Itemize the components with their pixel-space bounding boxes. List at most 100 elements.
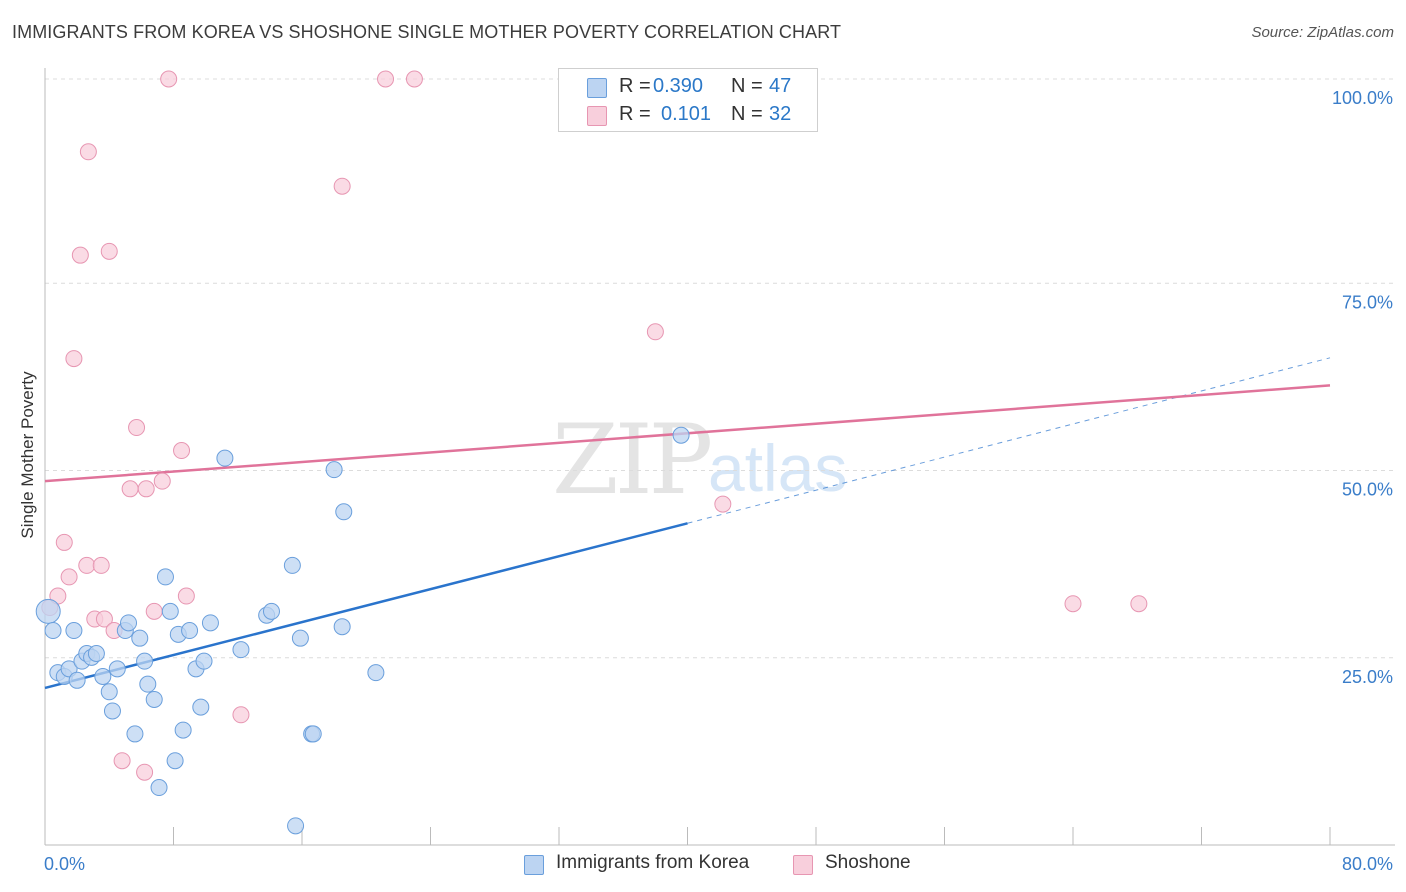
korea-point [100, 683, 118, 701]
shoshone-point [95, 610, 113, 628]
korea-point [367, 664, 385, 682]
shoshone-point [100, 242, 118, 260]
shoshone-point [145, 602, 163, 620]
korea-point [195, 652, 213, 670]
shoshone-point [377, 70, 395, 88]
source-note: Source: ZipAtlas.com [1251, 24, 1394, 41]
korea-swatch [587, 78, 607, 98]
korea-legend-label: Immigrants from Korea [556, 852, 750, 873]
korea-point [166, 752, 184, 770]
korea-point [94, 667, 112, 685]
y-tick-label: 50.0% [1342, 480, 1393, 500]
shoshone-swatch [587, 106, 607, 126]
korea-point [87, 645, 105, 662]
korea-point [232, 641, 250, 659]
korea-point [672, 426, 690, 444]
shoshone-point [78, 556, 96, 574]
shoshone-point [333, 177, 351, 195]
korea-point [60, 660, 78, 678]
legend-korea-r: 0.390 [653, 75, 704, 97]
trend-lines [44, 357, 1331, 690]
shoshone-point [113, 752, 131, 770]
korea-point [181, 622, 199, 640]
korea-point [120, 614, 138, 632]
korea-point [68, 671, 86, 689]
korea-point [103, 702, 121, 720]
korea-point [139, 675, 157, 693]
korea-trend-extension [687, 357, 1331, 524]
korea-point [287, 817, 305, 835]
korea-point [65, 622, 83, 640]
korea-point [35, 598, 61, 624]
axes [44, 68, 1395, 846]
shoshone-point [714, 495, 732, 513]
shoshone-point [153, 472, 171, 490]
korea-point [150, 779, 168, 797]
shoshone-point [136, 763, 154, 781]
shoshone-point [177, 587, 195, 605]
korea-point [145, 690, 163, 708]
chart-title: IMMIGRANTS FROM KOREA VS SHOSHONE SINGLE… [12, 22, 842, 42]
y-tick-label: 75.0% [1342, 292, 1393, 312]
korea-point [262, 602, 280, 620]
korea-point [136, 652, 154, 670]
legend-row-korea: R = 0.390 N = 47 [559, 73, 817, 101]
korea-point [304, 725, 322, 743]
y-tick-label: 100.0% [1332, 88, 1393, 108]
shoshone-point [1130, 595, 1148, 613]
korea-point [126, 725, 144, 743]
tick-labels: 25.0% 50.0% 75.0% 100.0% 0.0% 80.0% [44, 88, 1393, 874]
y-axis-label: Single Mother Poverty [18, 371, 37, 539]
shoshone-point [92, 556, 110, 574]
shoshone-point [646, 323, 664, 341]
gridlines [45, 78, 1395, 659]
korea-point [44, 622, 62, 640]
legend-shoshone-r: 0.101 [661, 103, 712, 125]
shoshone-point [232, 706, 250, 724]
shoshone-point [405, 70, 423, 88]
shoshone-point [1064, 595, 1082, 613]
korea-point [291, 629, 309, 647]
korea-point [161, 602, 179, 620]
legend-row-shoshone: R = 0.101 N = 32 [559, 101, 817, 129]
korea-legend-swatch [524, 855, 544, 875]
shoshone-point [128, 419, 146, 437]
shoshone-legend-label: Shoshone [825, 852, 911, 873]
shoshone-point [55, 533, 73, 551]
x-tick-label: 0.0% [44, 854, 85, 874]
korea-point [333, 618, 351, 636]
shoshone-point [65, 350, 83, 368]
korea-point [192, 698, 210, 716]
korea-point [325, 461, 343, 479]
korea-point [201, 614, 219, 632]
watermark-zip: ZIP [552, 404, 713, 516]
shoshone-point [173, 442, 191, 460]
shoshone-point [60, 568, 78, 586]
korea-point [156, 568, 174, 586]
korea-points [35, 426, 690, 835]
korea-point [174, 721, 192, 739]
y-tick-label: 25.0% [1342, 667, 1393, 687]
shoshone-legend-swatch [793, 855, 813, 875]
legend-shoshone-n: 32 [769, 103, 792, 125]
correlation-legend: R = 0.390 N = 47 R = 0.101 N = 32 [558, 68, 818, 132]
legend-n-label: N = [731, 75, 763, 97]
watermark-atlas: atlas [708, 431, 848, 505]
korea-point [131, 629, 149, 647]
shoshone-point [137, 480, 155, 498]
korea-point [108, 660, 126, 678]
shoshone-point [79, 143, 97, 161]
shoshone-point [121, 480, 139, 498]
shoshone-point [71, 246, 89, 264]
shoshone-points [41, 70, 1148, 781]
korea-point [283, 556, 301, 574]
x-tick-label: 80.0% [1342, 854, 1393, 874]
shoshone-point [160, 70, 178, 88]
legend-korea-n: 47 [769, 75, 792, 97]
korea-point [216, 449, 234, 467]
legend-r-label: R = [619, 103, 651, 125]
korea-point [335, 503, 353, 521]
legend-r-label: R = [619, 75, 651, 97]
legend-n-label: N = [731, 103, 763, 125]
